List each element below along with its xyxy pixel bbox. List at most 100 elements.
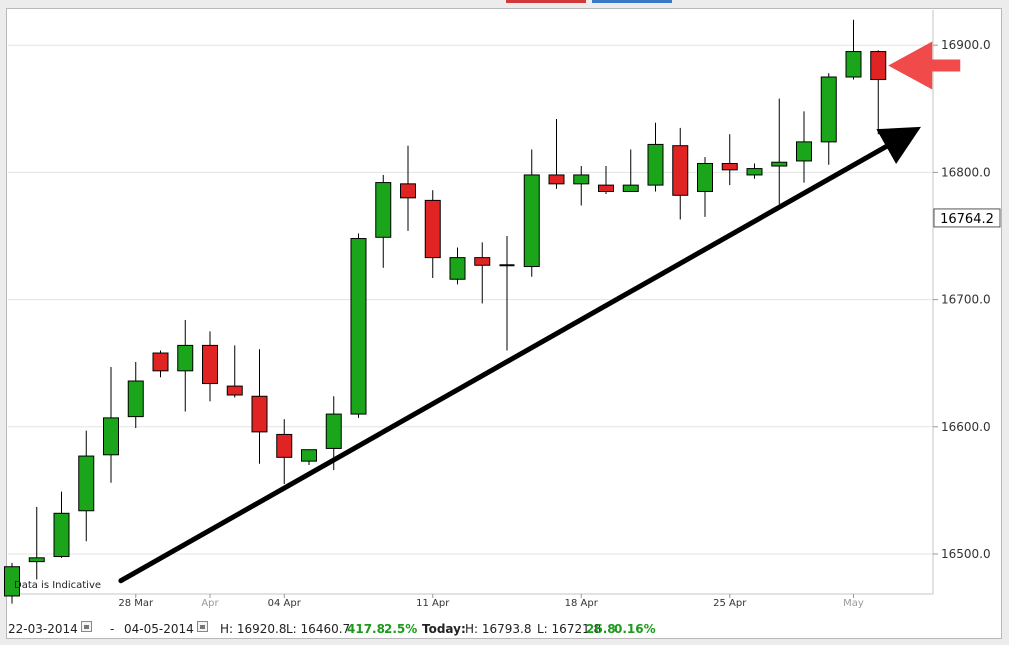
candle[interactable]	[53, 491, 70, 558]
candle-body	[202, 344, 218, 385]
candle-body	[598, 184, 614, 192]
y-tick-label: 16500.0	[941, 547, 991, 561]
today-change-pct: 0.16%	[614, 622, 656, 636]
candle[interactable]	[499, 236, 515, 351]
today-change: 26.8	[586, 622, 616, 636]
candle[interactable]	[375, 174, 392, 268]
indicative-watermark: Data is Indicative	[14, 580, 101, 591]
candle-body	[400, 183, 416, 199]
candle[interactable]	[870, 50, 887, 135]
date-separator: -	[110, 622, 115, 636]
candle-body	[622, 184, 639, 192]
candle[interactable]	[202, 331, 218, 402]
status-bar: 22-03-2014 - 04-05-2014 H: 16920.8 L: 16…	[0, 617, 1009, 641]
candle-body	[177, 344, 194, 372]
candle[interactable]	[78, 430, 95, 542]
candles	[4, 19, 887, 604]
candle[interactable]	[796, 111, 812, 183]
candle-body	[870, 51, 887, 81]
candle[interactable]	[449, 247, 466, 285]
candle-body	[746, 168, 763, 176]
candle-body	[449, 257, 466, 280]
candle-body	[375, 182, 392, 238]
candle-body	[474, 257, 491, 266]
to-date[interactable]: 04-05-2014	[124, 622, 194, 636]
x-tick-label: 11 Apr	[416, 598, 450, 609]
range-change: 417.8	[347, 622, 385, 636]
candle[interactable]	[301, 449, 317, 465]
y-tick-label: 16900.0	[941, 38, 991, 52]
candle[interactable]	[226, 345, 243, 398]
top-tab-indicator-red[interactable]	[506, 0, 586, 3]
candle-body	[845, 51, 862, 78]
candle-body	[672, 145, 689, 196]
candle-body	[350, 238, 367, 415]
candle[interactable]	[622, 149, 639, 192]
candle[interactable]	[474, 242, 491, 304]
top-tab-indicator-blue[interactable]	[592, 0, 672, 3]
candle-body	[424, 199, 441, 259]
candle[interactable]	[276, 419, 293, 485]
candle[interactable]	[28, 506, 45, 580]
candle[interactable]	[820, 73, 837, 165]
candle[interactable]	[697, 157, 713, 217]
candle-body	[771, 161, 788, 167]
candle[interactable]	[523, 149, 540, 277]
y-tick-label: 16700.0	[941, 293, 991, 307]
candle-body	[78, 455, 95, 512]
from-date[interactable]: 22-03-2014	[8, 622, 78, 636]
candle[interactable]	[4, 562, 20, 604]
candle[interactable]	[400, 145, 416, 231]
candle-body	[523, 174, 540, 268]
grid-lines	[8, 44, 933, 555]
candle[interactable]	[598, 166, 614, 195]
trend-line-annotation	[118, 126, 921, 584]
candle-body	[276, 433, 293, 458]
candle-body	[647, 143, 664, 186]
red-pointer-arrow	[888, 41, 961, 90]
candle[interactable]	[647, 122, 664, 192]
last-price-label: 16764.2	[940, 212, 994, 227]
candle-body	[226, 385, 243, 396]
candle[interactable]	[672, 127, 689, 220]
last-price-box	[933, 208, 1001, 228]
candle-body	[103, 417, 119, 456]
candle[interactable]	[103, 367, 119, 483]
candle[interactable]	[350, 233, 367, 418]
candle-body	[325, 413, 342, 449]
x-tick-label: Apr	[201, 598, 219, 609]
candle[interactable]	[721, 134, 738, 186]
y-tick-label: 16800.0	[941, 165, 991, 179]
range-low: L: 16460.7	[286, 622, 351, 636]
candle-body	[721, 162, 738, 171]
candle-body	[53, 512, 70, 558]
candle-body	[548, 174, 565, 185]
candle[interactable]	[177, 319, 194, 412]
x-tick-label: May	[843, 598, 864, 609]
candle[interactable]	[548, 118, 565, 189]
candle[interactable]	[771, 98, 788, 205]
x-tick-label: 18 Apr	[565, 598, 599, 609]
candle[interactable]	[746, 163, 763, 179]
calendar-from-icon[interactable]	[81, 621, 92, 632]
candle[interactable]	[251, 349, 268, 464]
candle-body	[4, 566, 20, 597]
today-label: Today:	[422, 622, 466, 636]
candle[interactable]	[573, 166, 590, 206]
range-change-pct: 2.5%	[384, 622, 418, 636]
candle-body	[152, 352, 169, 372]
candle-body	[251, 395, 268, 433]
candle[interactable]	[845, 19, 862, 80]
candle-body	[301, 449, 317, 462]
candle-body	[573, 174, 590, 185]
candle-body	[28, 557, 45, 563]
price-marker-annotation	[888, 41, 961, 90]
candle[interactable]	[424, 190, 441, 278]
price-axis: 16500.0 16600.0 16700.0 16800.0 16900.0	[933, 38, 991, 561]
range-high: H: 16920.8	[220, 622, 287, 636]
candle[interactable]	[127, 361, 144, 429]
calendar-to-icon[interactable]	[197, 621, 208, 632]
candle[interactable]	[152, 350, 169, 378]
